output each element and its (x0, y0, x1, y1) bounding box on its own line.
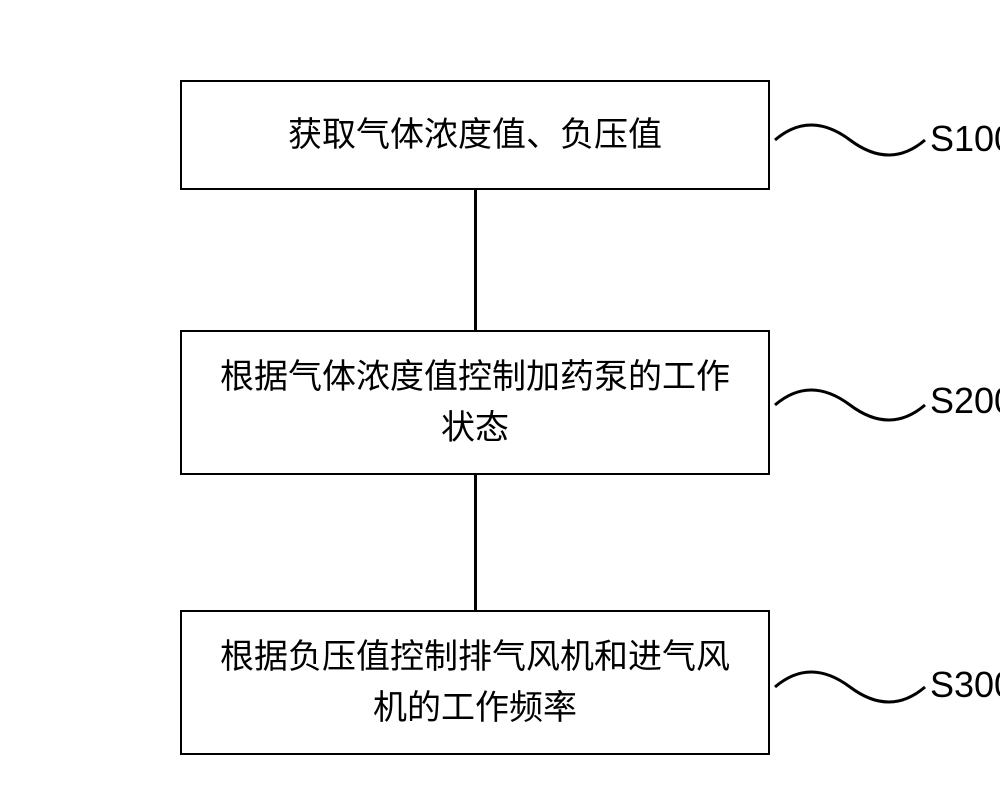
tilde-connector-s200 (770, 380, 930, 430)
step-label-s100: S100 (930, 118, 1000, 160)
flow-node-s300-text: 根据负压值控制排气风机和进气风机的工作频率 (212, 632, 738, 734)
flow-node-s100: 获取气体浓度值、负压值 (180, 80, 770, 190)
flow-edge-1 (474, 190, 477, 330)
tilde-connector-s300 (770, 662, 930, 712)
flow-node-s200-text: 根据气体浓度值控制加药泵的工作状态 (212, 352, 738, 454)
tilde-connector-s100 (770, 115, 930, 165)
step-label-s300: S300 (930, 664, 1000, 706)
flow-node-s300: 根据负压值控制排气风机和进气风机的工作频率 (180, 610, 770, 755)
flow-edge-2 (474, 475, 477, 610)
step-label-s200: S200 (930, 380, 1000, 422)
flow-node-s100-text: 获取气体浓度值、负压值 (288, 110, 662, 161)
flow-node-s200: 根据气体浓度值控制加药泵的工作状态 (180, 330, 770, 475)
